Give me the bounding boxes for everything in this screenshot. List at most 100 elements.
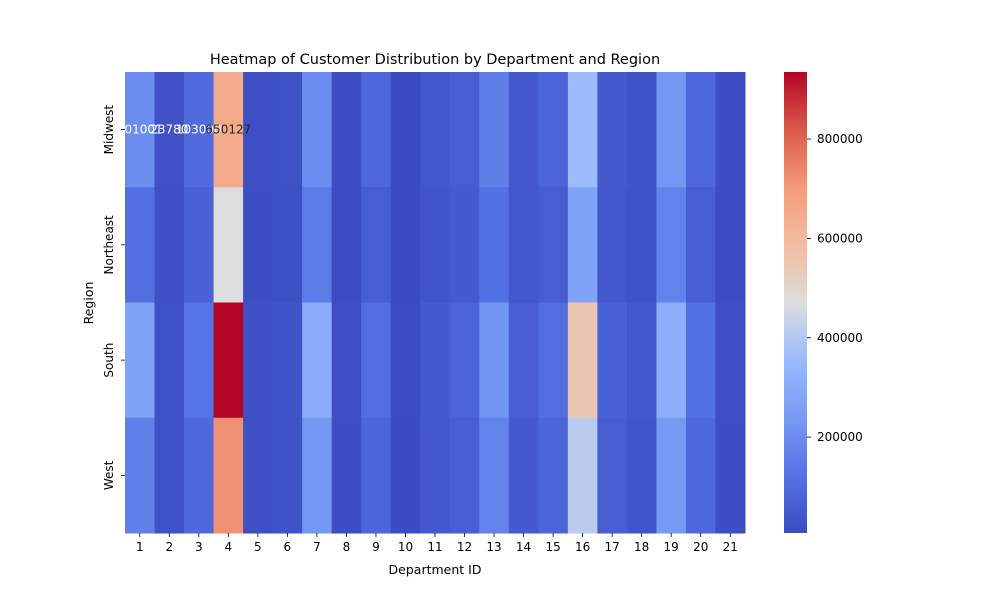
heatmap-cell bbox=[420, 72, 451, 188]
colorbar-tick-label: 200000 bbox=[817, 430, 863, 444]
heatmap-cell bbox=[597, 417, 628, 534]
heatmap-cell bbox=[715, 72, 746, 188]
heatmap-cell bbox=[184, 417, 215, 534]
heatmap-cell bbox=[125, 187, 156, 303]
x-tick-label: 1 bbox=[136, 540, 144, 554]
x-axis-ticks: 1 2 3 4 5 6 7 8 9 10 11 12 13 14 15 16 17 18 19 20 21 bbox=[136, 533, 738, 554]
heatmap-cell bbox=[449, 302, 480, 419]
heatmap-cell bbox=[420, 302, 451, 419]
cell-annotation: 103000 bbox=[176, 123, 222, 137]
colorbar-ticks: 200000 400000 600000 800000 bbox=[807, 132, 863, 444]
heatmap-cell bbox=[626, 417, 657, 534]
chart-title: Heatmap of Customer Distribution by Depa… bbox=[210, 52, 660, 68]
heatmap-cell bbox=[243, 187, 274, 303]
heatmap-cell bbox=[715, 187, 746, 303]
heatmap-cell bbox=[538, 72, 569, 188]
x-axis-label: Department ID bbox=[389, 562, 482, 577]
x-tick-label: 18 bbox=[634, 540, 649, 554]
x-tick-label: 2 bbox=[165, 540, 173, 554]
heatmap-cell bbox=[302, 187, 333, 303]
colorbar bbox=[784, 72, 807, 533]
y-axis-label: Region bbox=[81, 282, 96, 325]
heatmap-cell bbox=[567, 302, 598, 419]
heatmap-cell bbox=[213, 187, 244, 303]
x-tick-label: 7 bbox=[313, 540, 321, 554]
x-tick-label: 21 bbox=[723, 540, 738, 554]
heatmap-cell bbox=[538, 417, 569, 534]
heatmap-cell bbox=[125, 302, 156, 419]
heatmap-cell bbox=[390, 72, 421, 188]
heatmap-cell bbox=[685, 302, 716, 419]
heatmap-cell bbox=[567, 72, 598, 188]
heatmap-cell bbox=[331, 417, 362, 534]
colorbar-tick-label: 400000 bbox=[817, 331, 863, 345]
heatmap-cell bbox=[420, 417, 451, 534]
heatmap-cell bbox=[567, 417, 598, 534]
heatmap-cell bbox=[331, 72, 362, 188]
x-tick-label: 17 bbox=[605, 540, 620, 554]
heatmap-cell bbox=[213, 72, 244, 188]
heatmap-cell bbox=[508, 417, 539, 534]
heatmap-cell bbox=[656, 187, 687, 303]
heatmap-cell bbox=[508, 187, 539, 303]
heatmap-cell bbox=[302, 72, 333, 188]
heatmap-cell bbox=[656, 302, 687, 419]
colorbar-tick-label: 600000 bbox=[817, 231, 863, 245]
heatmap-cell bbox=[715, 302, 746, 419]
heatmap-cell bbox=[626, 72, 657, 188]
x-tick-label: 11 bbox=[427, 540, 442, 554]
heatmap-cell bbox=[243, 302, 274, 419]
cell-annotation: 201001 bbox=[117, 123, 163, 137]
heatmap-cell bbox=[154, 417, 185, 534]
heatmap-cell bbox=[361, 302, 392, 419]
heatmap-cell bbox=[243, 72, 274, 188]
heatmap-cell bbox=[361, 417, 392, 534]
heatmap-cell bbox=[538, 302, 569, 419]
heatmap-cell bbox=[184, 302, 215, 419]
heatmap-cell bbox=[479, 187, 510, 303]
heatmap-cell bbox=[331, 187, 362, 303]
heatmap-cell bbox=[685, 187, 716, 303]
x-tick-label: 5 bbox=[254, 540, 262, 554]
heatmap-cell bbox=[626, 187, 657, 303]
heatmap-cell bbox=[213, 302, 244, 419]
y-tick-label: Northeast bbox=[102, 215, 116, 275]
heatmap-cell bbox=[685, 417, 716, 534]
heatmap-cell bbox=[390, 417, 421, 534]
colorbar-tick-label: 800000 bbox=[817, 132, 863, 146]
heatmap-cell bbox=[715, 417, 746, 534]
heatmap-cell bbox=[479, 417, 510, 534]
x-tick-label: 10 bbox=[398, 540, 413, 554]
heatmap-cell bbox=[125, 72, 156, 188]
heatmap-cell bbox=[597, 302, 628, 419]
heatmap-cell bbox=[243, 417, 274, 534]
heatmap-cell bbox=[302, 302, 333, 419]
cell-annotation: 23780 bbox=[150, 123, 188, 137]
heatmap-cell bbox=[331, 302, 362, 419]
heatmap-cell bbox=[272, 187, 303, 303]
heatmap-cells bbox=[125, 72, 746, 534]
heatmap-cell bbox=[154, 302, 185, 419]
heatmap-cell bbox=[272, 417, 303, 534]
heatmap-cell bbox=[656, 417, 687, 534]
heatmap-cell bbox=[626, 302, 657, 419]
heatmap-cell bbox=[449, 72, 480, 188]
heatmap-cell bbox=[449, 417, 480, 534]
heatmap-cell bbox=[685, 72, 716, 188]
x-tick-label: 16 bbox=[575, 540, 590, 554]
x-tick-label: 15 bbox=[545, 540, 560, 554]
x-tick-label: 8 bbox=[343, 540, 351, 554]
heatmap-cell bbox=[597, 187, 628, 303]
heatmap-cell bbox=[567, 187, 598, 303]
heatmap-cell bbox=[302, 417, 333, 534]
y-axis-ticks: Midwest Northeast South West bbox=[102, 105, 125, 490]
heatmap-cell bbox=[508, 72, 539, 188]
heatmap-cell bbox=[361, 72, 392, 188]
heatmap-cell bbox=[272, 302, 303, 419]
heatmap-cell bbox=[125, 417, 156, 534]
x-tick-label: 13 bbox=[486, 540, 501, 554]
heatmap-cell bbox=[390, 302, 421, 419]
x-tick-label: 3 bbox=[195, 540, 203, 554]
